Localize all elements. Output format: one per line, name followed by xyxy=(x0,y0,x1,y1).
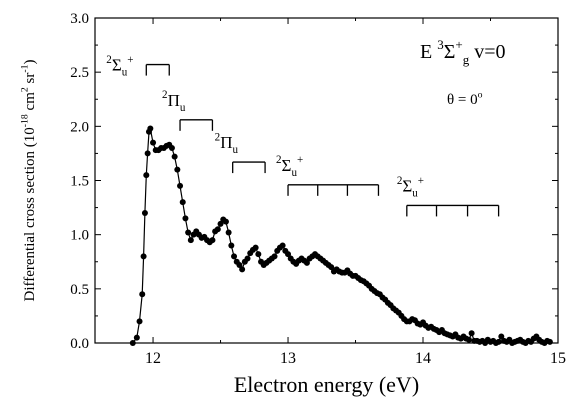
data-point xyxy=(136,318,143,325)
data-point xyxy=(244,255,251,262)
progression-label-part: Π xyxy=(220,133,232,152)
data-point xyxy=(143,172,150,179)
data-point xyxy=(465,336,472,343)
data-point xyxy=(144,150,151,157)
data-point xyxy=(182,215,189,222)
x-axis-label: Electron energy (eV) xyxy=(234,372,419,397)
data-point xyxy=(546,338,553,345)
progression-label: 2Σu+ xyxy=(397,175,424,200)
data-point xyxy=(271,253,278,260)
progression-label-part: Σ xyxy=(402,176,412,195)
data-point xyxy=(133,334,140,341)
progression-label-part: 2 xyxy=(106,54,112,66)
data-point xyxy=(255,251,262,258)
y-axis-label-part: cm xyxy=(22,92,38,114)
annotation-part: E xyxy=(420,41,437,63)
y-tick-label: 0.5 xyxy=(70,282,89,298)
data-point xyxy=(214,226,221,233)
progression-label-part: Σ xyxy=(282,156,292,175)
y-tick-label: 2.0 xyxy=(70,119,89,135)
progression-label-part: u xyxy=(232,144,238,156)
data-point xyxy=(231,253,238,260)
y-axis-label-part: 2 xyxy=(19,87,30,92)
data-point xyxy=(209,237,216,244)
y-tick-label: 1.5 xyxy=(70,174,89,190)
data-point xyxy=(228,242,235,249)
progression-label-part: 2 xyxy=(215,131,221,143)
data-point xyxy=(303,259,310,266)
data-point xyxy=(498,333,505,340)
progression-label: 2Σu+ xyxy=(276,154,303,179)
progression-label-part: + xyxy=(127,54,133,66)
data-point xyxy=(177,182,184,189)
progression-label-part: + xyxy=(418,175,424,187)
data-point xyxy=(168,145,175,151)
progression-label-part: u xyxy=(180,102,186,114)
progression-label: 2Πu xyxy=(215,131,239,156)
y-tick-label: 1.0 xyxy=(70,228,89,244)
data-point xyxy=(236,262,243,268)
progression-label: 2Σu+ xyxy=(106,54,133,79)
progression-label-part: 2 xyxy=(397,175,403,187)
data-point xyxy=(179,199,186,206)
annotation-part: 3 xyxy=(437,37,444,52)
data-point xyxy=(328,264,335,271)
progression-label-part: 2 xyxy=(276,154,282,166)
progression-label-part: u xyxy=(291,167,297,179)
annotation-part: Σ xyxy=(444,41,456,63)
data-point xyxy=(217,220,224,227)
progression-label: 2Πu xyxy=(162,89,186,114)
x-tick-label: 15 xyxy=(550,350,566,367)
y-axis-label-part: Differential cross section (10 xyxy=(22,127,38,301)
data-point xyxy=(147,125,154,132)
data-point xyxy=(139,291,146,298)
data-point xyxy=(140,253,147,260)
annotation: θ = 0o xyxy=(447,89,483,108)
data-point xyxy=(185,229,192,236)
data-point xyxy=(225,229,232,236)
progression-label-part: Σ xyxy=(112,56,122,75)
progression-label-part: u xyxy=(122,67,128,79)
y-axis-label-part: sr xyxy=(22,73,38,88)
y-tick-label: 3.0 xyxy=(70,11,89,27)
plot-frame xyxy=(94,17,559,344)
annotation: E 3Σ+g v=0 xyxy=(420,37,505,67)
y-tick-label: 0.0 xyxy=(70,336,89,352)
data-point xyxy=(495,338,502,345)
data-point xyxy=(141,210,148,216)
data-point xyxy=(252,244,259,251)
y-axis-label-part: -1 xyxy=(19,64,30,72)
y-axis-label: Differential cross section (10-18 cm2 sr… xyxy=(19,60,38,302)
annotation-part: v=0 xyxy=(469,41,505,63)
data-point xyxy=(279,242,286,249)
data-point xyxy=(285,251,292,258)
data-point xyxy=(239,266,246,273)
annotation-part: o xyxy=(478,89,483,100)
annotation-part: + xyxy=(455,37,462,52)
annotation-part: θ = 0 xyxy=(447,92,478,108)
progression-label-part: u xyxy=(412,188,418,200)
data-point xyxy=(468,330,475,337)
x-tick-label: 12 xyxy=(145,350,161,367)
data-point xyxy=(150,139,157,146)
data-point xyxy=(129,340,136,346)
x-tick-label: 14 xyxy=(415,350,431,367)
annotation-part: g xyxy=(463,52,470,67)
data-point xyxy=(222,218,229,225)
y-axis-label-part: ) xyxy=(22,60,38,65)
progression-label-part: 2 xyxy=(162,89,168,101)
data-point xyxy=(187,237,194,244)
y-axis-label-part: -18 xyxy=(19,114,30,127)
y-tick-label: 2.5 xyxy=(70,65,89,81)
data-point xyxy=(174,166,181,173)
x-tick-label: 13 xyxy=(280,350,296,367)
progression-label-part: + xyxy=(297,154,303,166)
progression-label-part: Π xyxy=(168,91,180,110)
data-point xyxy=(171,153,178,160)
